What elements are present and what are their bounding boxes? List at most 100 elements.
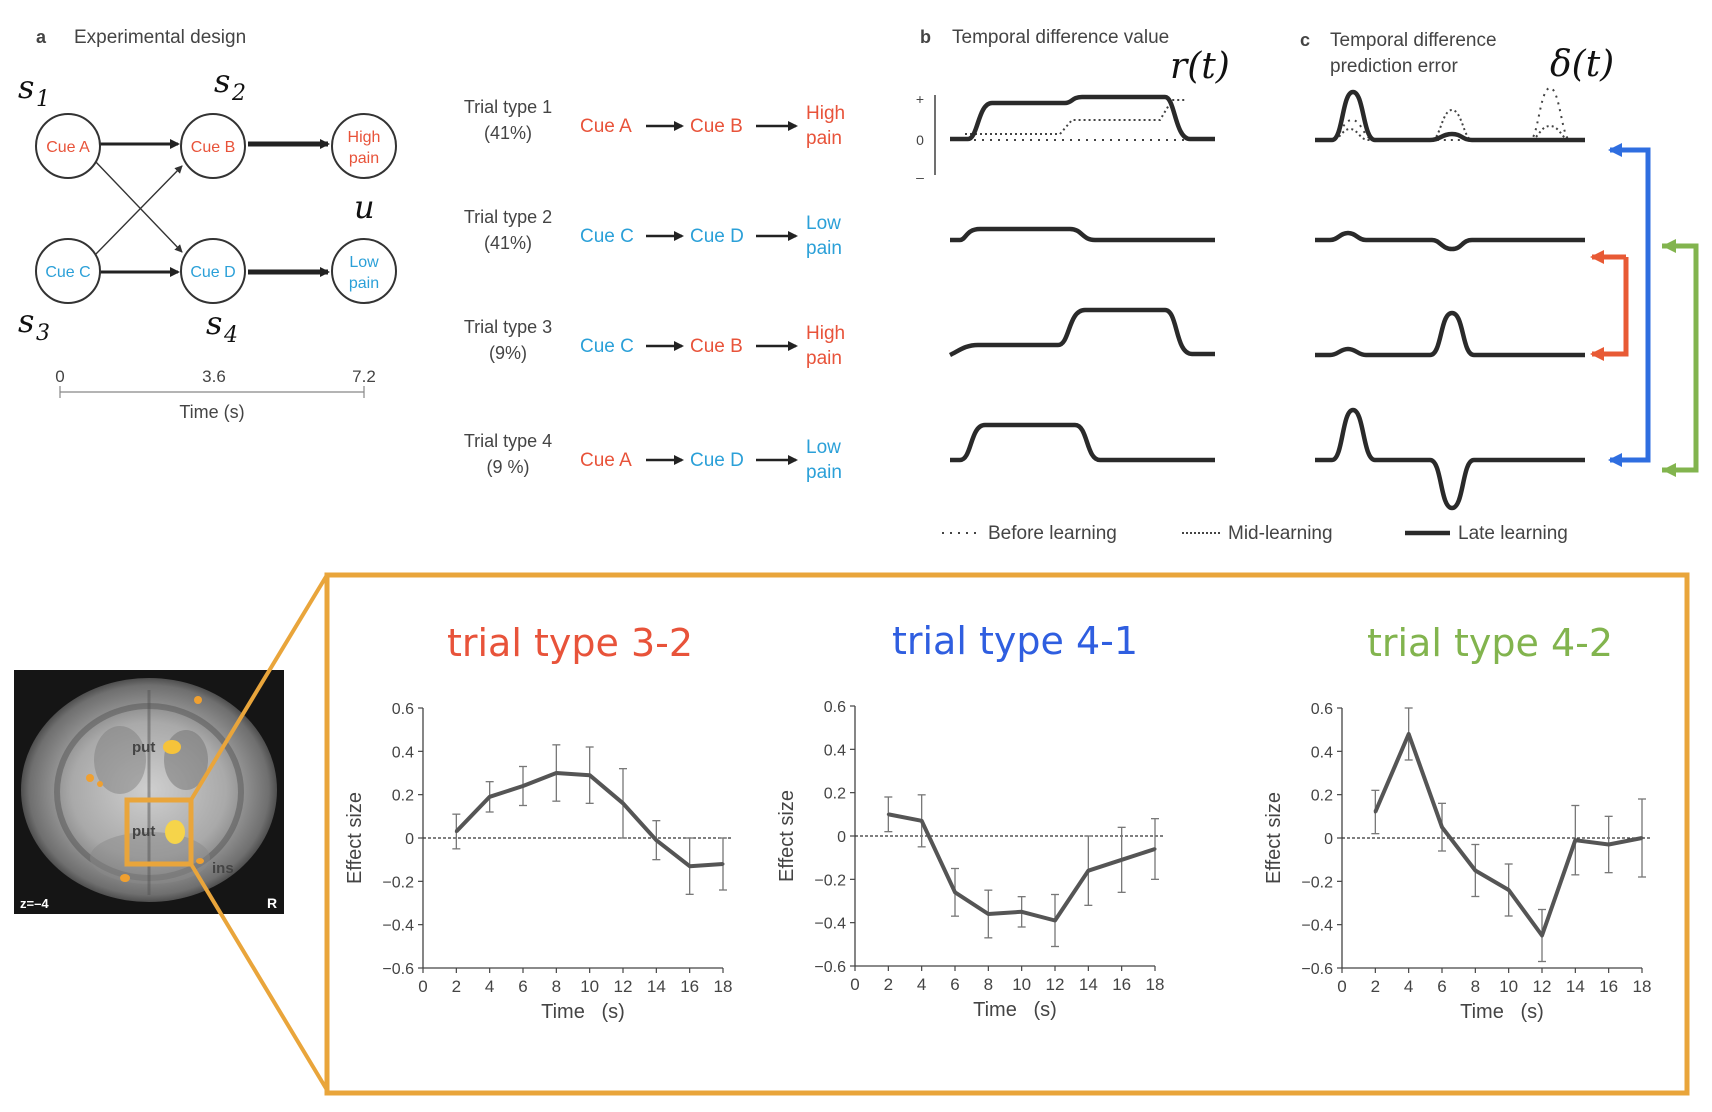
error-row1-before (1315, 86, 1585, 141)
bracket-green (1662, 239, 1699, 477)
y-tick-label: 0 (837, 829, 846, 846)
trial-type-row: Trial type 2 (41%) Cue C Cue D Low pain (464, 207, 842, 259)
y-tick-label: 0.4 (392, 744, 414, 761)
data-point (1053, 919, 1057, 922)
trial-type-name: Trial type 2 (464, 207, 552, 227)
x-tick-label: 0 (850, 975, 859, 994)
y-tick-label: −0.2 (382, 874, 414, 891)
trial-cue-1: Cue A (580, 450, 632, 471)
x-tick-label: 16 (680, 977, 699, 996)
trial-outcome-line2: pain (806, 462, 842, 483)
svg-text:s: s (18, 68, 34, 106)
panel-c-letter: c (1300, 30, 1310, 50)
results-frame (324, 572, 1690, 1096)
trial-outcome-line2: pain (806, 238, 842, 259)
panel-a-letter: a (36, 27, 47, 47)
legend-mid: Mid-learning (1228, 523, 1333, 544)
node-cue-d: Cue D (180, 238, 246, 304)
trial-type-row: Trial type 4 (9 %) Cue A Cue D Low pain (464, 431, 842, 483)
zoom-region-box (124, 797, 194, 867)
data-point (721, 862, 725, 866)
y-tick-label: 0.4 (1311, 744, 1333, 761)
svg-text:Cue D: Cue D (190, 264, 235, 281)
x-tick-label: 6 (518, 977, 527, 996)
data-point (1086, 869, 1090, 873)
data-point (621, 801, 625, 805)
x-tick-label: 2 (1371, 977, 1380, 996)
svg-text:0: 0 (916, 132, 924, 148)
data-point (920, 819, 924, 823)
y-tick-label: 0.6 (1311, 701, 1333, 718)
data-point (986, 912, 990, 916)
svg-text:Cue B: Cue B (191, 139, 235, 156)
zoom-line-lower (189, 862, 329, 1092)
error-row4-late (1315, 407, 1585, 511)
y-axis-label: Effect size (1263, 792, 1285, 884)
y-tick-label: 0.2 (392, 788, 414, 805)
x-tick-label: 16 (1112, 975, 1131, 994)
y-tick-label: 0.6 (392, 701, 414, 718)
data-point (1607, 843, 1611, 846)
trial-cue-2: Cue D (690, 226, 744, 247)
panel-b: b Temporal difference value r(t) + 0 – (916, 27, 1230, 463)
zoom-line-upper (189, 573, 329, 802)
error-row1-late (1315, 89, 1585, 143)
y-tick-label: −0.6 (382, 961, 414, 978)
svg-text:Cue A: Cue A (46, 139, 90, 156)
x-tick-label: 8 (1471, 977, 1480, 996)
trial-outcome-line1: Low (806, 213, 841, 234)
trial-outcome-line2: pain (806, 128, 842, 149)
trial-cue-2: Cue B (690, 336, 743, 357)
y-tick-label: −0.4 (814, 916, 846, 933)
x-tick-label: 14 (1566, 977, 1585, 996)
node-cue-c: Cue C (35, 238, 101, 304)
data-point (1373, 810, 1377, 814)
arrow-a-d (93, 159, 183, 253)
panel-b-letter: b (920, 27, 931, 47)
state-label-s4: s 4 (206, 304, 238, 348)
data-point (488, 795, 492, 799)
bracket-blue (1608, 143, 1651, 467)
error-row3-late (1315, 310, 1585, 358)
y-tick-label: −0.6 (814, 959, 846, 976)
x-tick-label: 4 (1404, 977, 1413, 996)
brain-slice-panel: put put ins z=–4 R (14, 670, 284, 914)
panel-b-title: Temporal difference value (952, 27, 1169, 48)
svg-text:s: s (214, 62, 230, 100)
chart-title: trial type 4-1 (892, 619, 1138, 663)
data-point (1020, 910, 1024, 914)
node-cue-a: Cue A (35, 113, 101, 179)
trial-type-name: Trial type 1 (464, 97, 552, 117)
x-tick-label: 18 (1146, 975, 1165, 994)
svg-text:Cue C: Cue C (45, 264, 90, 281)
svg-text:s: s (18, 302, 34, 340)
x-tick-label: 14 (647, 977, 666, 996)
y-tick-label: −0.4 (382, 918, 414, 935)
panel-c-title-line1: Temporal difference (1330, 30, 1497, 51)
value-row4-late (950, 422, 1215, 463)
x-tick-label: 8 (552, 977, 561, 996)
data-point (654, 838, 658, 842)
data-point (1573, 838, 1577, 842)
trial-type-percent: (9 %) (486, 457, 529, 477)
chart-title: trial type 4-2 (1367, 621, 1613, 665)
x-axis-label: Time (s) (541, 1001, 625, 1023)
trial-type-percent: (41%) (484, 123, 532, 143)
data-point (1640, 836, 1644, 840)
x-tick-label: 0 (418, 977, 427, 996)
value-row1-late (950, 94, 1215, 142)
x-tick-label: 12 (1533, 977, 1552, 996)
x-axis-label: Time (s) (1460, 1001, 1544, 1023)
state-label-s3: s 3 (18, 302, 50, 346)
brain-slice-label: z=–4 (20, 896, 49, 911)
y-tick-label: 0.2 (1311, 788, 1333, 805)
x-tick-label: 2 (452, 977, 461, 996)
svg-text:2: 2 (231, 81, 246, 106)
data-point (554, 771, 558, 775)
brain-label-ins: ins (212, 860, 234, 877)
data-point (688, 864, 692, 868)
trial-outcome-line1: High (806, 103, 845, 124)
y-tick-label: −0.4 (1301, 918, 1333, 935)
panel-c: c Temporal difference prediction error δ… (1300, 30, 1614, 511)
trial-outcome-line1: Low (806, 437, 841, 458)
